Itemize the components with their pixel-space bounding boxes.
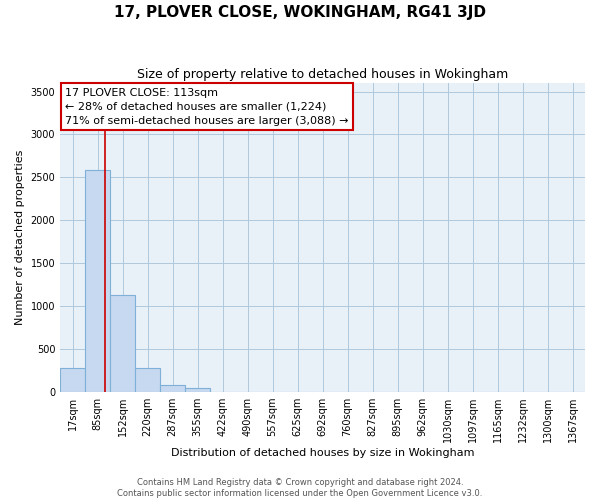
Bar: [185, 388, 210, 392]
Text: 17, PLOVER CLOSE, WOKINGHAM, RG41 3JD: 17, PLOVER CLOSE, WOKINGHAM, RG41 3JD: [114, 5, 486, 20]
Title: Size of property relative to detached houses in Wokingham: Size of property relative to detached ho…: [137, 68, 508, 80]
Bar: [85, 170, 110, 392]
Text: Contains HM Land Registry data © Crown copyright and database right 2024.
Contai: Contains HM Land Registry data © Crown c…: [118, 478, 482, 498]
Bar: [60, 368, 85, 392]
X-axis label: Distribution of detached houses by size in Wokingham: Distribution of detached houses by size …: [171, 448, 475, 458]
Bar: [160, 384, 185, 392]
Text: 17 PLOVER CLOSE: 113sqm
← 28% of detached houses are smaller (1,224)
71% of semi: 17 PLOVER CLOSE: 113sqm ← 28% of detache…: [65, 88, 349, 126]
Bar: [110, 294, 135, 392]
Bar: [135, 368, 160, 392]
Y-axis label: Number of detached properties: Number of detached properties: [15, 150, 25, 325]
